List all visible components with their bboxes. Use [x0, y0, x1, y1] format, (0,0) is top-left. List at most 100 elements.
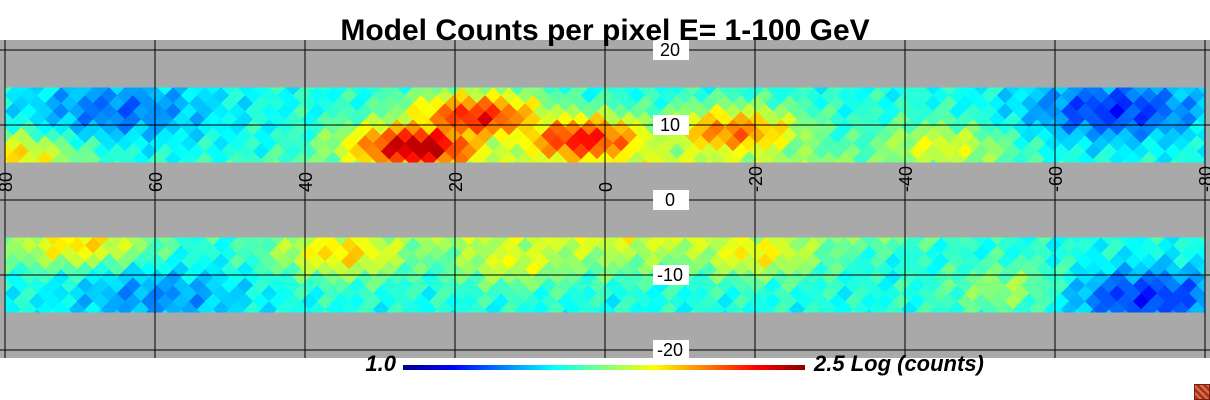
sky-pixel [1108, 301, 1126, 313]
sky-pixel [929, 159, 937, 163]
longitude-tick-label: 0 [596, 182, 616, 192]
sky-pixel [785, 159, 793, 163]
sky-pixel [532, 151, 550, 163]
sky-pixel [417, 309, 425, 313]
sky-pixel [724, 151, 742, 163]
colorbar [403, 365, 805, 370]
sky-pixel [49, 159, 57, 163]
sky-pixel [1196, 293, 1205, 310]
sky-pixel [497, 309, 505, 313]
sky-pixel [1057, 159, 1065, 163]
lower-band-pixels [5, 237, 1205, 313]
sky-pixel [673, 159, 681, 163]
sky-pixel [177, 309, 185, 313]
sky-pixel [1073, 159, 1081, 163]
sky-pixel [5, 95, 14, 112]
sky-pixel [1196, 95, 1205, 112]
sky-pixel [100, 151, 118, 163]
sky-pixel [113, 309, 121, 313]
sky-pixel [100, 301, 118, 313]
sky-pixel [1012, 151, 1030, 163]
sky-pixel [884, 301, 902, 313]
sky-pixel [932, 301, 950, 313]
sky-pixel [977, 309, 985, 313]
sky-pixel [865, 159, 873, 163]
sky-pixel [180, 151, 198, 163]
sky-pixel [353, 159, 361, 163]
sky-pixel [916, 151, 934, 163]
sky-pixel [593, 309, 601, 313]
sky-pixel [401, 159, 409, 163]
sky-pixel [113, 159, 121, 163]
sky-pixel [356, 151, 374, 163]
sky-pixel [913, 159, 921, 163]
sky-pixel [721, 159, 729, 163]
sky-pixel [561, 159, 569, 163]
sky-pixel [420, 151, 438, 163]
sky-pixel [1156, 301, 1174, 313]
sky-pixel [81, 309, 89, 313]
sky-pixel [564, 301, 582, 313]
resize-grip-icon[interactable] [1194, 384, 1210, 400]
sky-pixel [961, 309, 969, 313]
sky-pixel [68, 301, 86, 313]
sky-pixel [1012, 301, 1030, 313]
sky-pixel [228, 301, 246, 313]
sky-pixel [609, 159, 617, 163]
sky-pixel [1137, 309, 1145, 313]
sky-pixel [817, 159, 825, 163]
sky-pixel [436, 151, 454, 163]
sky-pixel [788, 151, 806, 163]
sky-pixel [577, 159, 585, 163]
sky-pixel [452, 151, 470, 163]
sky-pixel [369, 159, 377, 163]
sky-pixel [1124, 151, 1142, 163]
sky-pixel [5, 143, 14, 160]
sky-pixel [516, 301, 534, 313]
sky-pixel [1105, 309, 1113, 313]
sky-pixel [257, 159, 265, 163]
sky-pixel [484, 301, 502, 313]
sky-pixel [1185, 309, 1193, 313]
sky-pixel [481, 309, 489, 313]
sky-pixel [1169, 309, 1177, 313]
sky-pixel [1105, 159, 1113, 163]
tick-label-background [653, 115, 689, 135]
sky-pixel [1060, 151, 1078, 163]
sky-pixel [273, 309, 281, 313]
sky-pixel [289, 309, 297, 313]
sky-pixel [132, 301, 150, 313]
sky-pixel [532, 301, 550, 313]
longitude-tick-label: -20 [746, 166, 766, 192]
sky-pixel [657, 309, 665, 313]
sky-pixel [161, 159, 169, 163]
sky-pixel [260, 301, 278, 313]
sky-pixel [1028, 151, 1046, 163]
latitude-tick-label: -10 [657, 265, 683, 285]
sky-pixel [804, 301, 822, 313]
sky-pixel [964, 301, 982, 313]
sky-pixel [116, 301, 134, 313]
sky-pixel [884, 151, 902, 163]
sky-pixel [36, 151, 54, 163]
sky-pixel [769, 309, 777, 313]
sky-pixel [548, 151, 566, 163]
sky-pixel [17, 309, 25, 313]
sky-pixel [1009, 309, 1017, 313]
sky-pixel [145, 309, 153, 313]
sky-pixel [513, 309, 521, 313]
sky-pixel [5, 301, 22, 313]
latitude-tick-label: -20 [657, 340, 683, 360]
sky-pixel [1025, 159, 1033, 163]
sky-pixel [212, 301, 230, 313]
latitude-tick-labels: 20 10 0 -10 -20 [653, 40, 689, 360]
sky-pixel [356, 301, 374, 313]
sky-pixel [337, 309, 345, 313]
sky-pixel [321, 159, 329, 163]
sky-pixel [145, 159, 153, 163]
sky-pixel [481, 159, 489, 163]
sky-pixel [196, 301, 214, 313]
sky-pixel [97, 309, 105, 313]
sky-pixel [20, 301, 38, 313]
sky-pixel [612, 301, 630, 313]
